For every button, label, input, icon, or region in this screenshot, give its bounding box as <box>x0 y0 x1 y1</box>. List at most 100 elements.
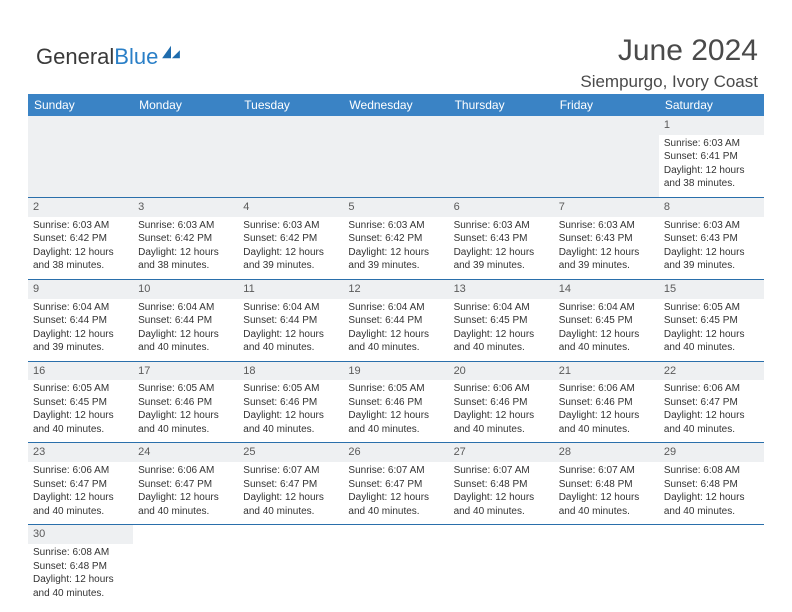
calendar-day-cell: 1Sunrise: 6:03 AMSunset: 6:41 PMDaylight… <box>659 116 764 197</box>
day-number: 15 <box>659 280 764 299</box>
calendar-day-cell: 5Sunrise: 6:03 AMSunset: 6:42 PMDaylight… <box>343 197 448 279</box>
calendar-day-cell: 6Sunrise: 6:03 AMSunset: 6:43 PMDaylight… <box>449 197 554 279</box>
day-info-line: Daylight: 12 hours <box>454 409 549 423</box>
day-info-line: and 40 minutes. <box>664 341 759 355</box>
day-info-line: and 39 minutes. <box>664 259 759 273</box>
calendar-blank-cell <box>554 525 659 606</box>
day-info-line: Sunrise: 6:04 AM <box>243 301 338 315</box>
day-info-line: Sunset: 6:44 PM <box>33 314 128 328</box>
day-info-line: Sunset: 6:47 PM <box>664 396 759 410</box>
calendar-day-cell: 9Sunrise: 6:04 AMSunset: 6:44 PMDaylight… <box>28 279 133 361</box>
calendar-blank-cell <box>133 116 238 197</box>
day-info-line: Sunrise: 6:06 AM <box>664 382 759 396</box>
calendar-day-cell: 20Sunrise: 6:06 AMSunset: 6:46 PMDayligh… <box>449 361 554 443</box>
day-info-line: Daylight: 12 hours <box>348 491 443 505</box>
calendar-day-cell: 23Sunrise: 6:06 AMSunset: 6:47 PMDayligh… <box>28 443 133 525</box>
day-info-line: Daylight: 12 hours <box>559 328 654 342</box>
calendar-day-cell: 11Sunrise: 6:04 AMSunset: 6:44 PMDayligh… <box>238 279 343 361</box>
day-number: 17 <box>133 362 238 381</box>
day-info-line: and 40 minutes. <box>348 505 443 519</box>
day-info-line: Sunrise: 6:05 AM <box>138 382 233 396</box>
day-info-line: Sunrise: 6:03 AM <box>559 219 654 233</box>
day-number: 22 <box>659 362 764 381</box>
day-info-line: and 40 minutes. <box>33 587 128 601</box>
day-number: 7 <box>554 198 659 217</box>
day-info-line: Sunset: 6:42 PM <box>348 232 443 246</box>
day-number: 10 <box>133 280 238 299</box>
day-info-line: Daylight: 12 hours <box>138 246 233 260</box>
calendar-blank-cell <box>28 116 133 197</box>
weekday-header: Thursday <box>449 94 554 116</box>
day-info-line: Sunset: 6:47 PM <box>138 478 233 492</box>
weekday-header: Tuesday <box>238 94 343 116</box>
calendar-day-cell: 10Sunrise: 6:04 AMSunset: 6:44 PMDayligh… <box>133 279 238 361</box>
day-info-line: Sunset: 6:48 PM <box>33 560 128 574</box>
day-info-line: Sunset: 6:46 PM <box>454 396 549 410</box>
day-info-line: and 39 minutes. <box>33 341 128 355</box>
calendar-blank-cell <box>343 116 448 197</box>
day-info-line: Sunset: 6:45 PM <box>33 396 128 410</box>
calendar-day-cell: 29Sunrise: 6:08 AMSunset: 6:48 PMDayligh… <box>659 443 764 525</box>
calendar-day-cell: 3Sunrise: 6:03 AMSunset: 6:42 PMDaylight… <box>133 197 238 279</box>
day-info-line: Sunrise: 6:05 AM <box>243 382 338 396</box>
day-info-line: Daylight: 12 hours <box>664 246 759 260</box>
day-info-line: Sunrise: 6:03 AM <box>33 219 128 233</box>
day-number: 18 <box>238 362 343 381</box>
month-title: June 2024 <box>580 34 758 68</box>
weekday-header: Friday <box>554 94 659 116</box>
calendar-day-cell: 16Sunrise: 6:05 AMSunset: 6:45 PMDayligh… <box>28 361 133 443</box>
day-info-line: and 40 minutes. <box>33 423 128 437</box>
day-info-line: Daylight: 12 hours <box>33 409 128 423</box>
day-info-line: and 40 minutes. <box>664 505 759 519</box>
day-info-line: Sunrise: 6:07 AM <box>348 464 443 478</box>
day-number: 12 <box>343 280 448 299</box>
day-info-line: Sunrise: 6:08 AM <box>33 546 128 560</box>
day-info-line: and 40 minutes. <box>138 423 233 437</box>
brand-text: GeneralBlue <box>36 44 158 70</box>
day-info-line: Daylight: 12 hours <box>559 491 654 505</box>
calendar-blank-cell <box>449 525 554 606</box>
day-info-line: Sunrise: 6:05 AM <box>664 301 759 315</box>
day-number: 3 <box>133 198 238 217</box>
day-info-line: Sunrise: 6:04 AM <box>348 301 443 315</box>
day-number: 5 <box>343 198 448 217</box>
day-info-line: and 40 minutes. <box>33 505 128 519</box>
day-info-line: and 40 minutes. <box>243 423 338 437</box>
day-info-line: and 40 minutes. <box>454 423 549 437</box>
calendar-day-cell: 21Sunrise: 6:06 AMSunset: 6:46 PMDayligh… <box>554 361 659 443</box>
calendar-day-cell: 18Sunrise: 6:05 AMSunset: 6:46 PMDayligh… <box>238 361 343 443</box>
day-info-line: Sunrise: 6:07 AM <box>454 464 549 478</box>
day-info-line: and 40 minutes. <box>559 505 654 519</box>
day-info-line: and 40 minutes. <box>454 505 549 519</box>
day-info-line: and 39 minutes. <box>454 259 549 273</box>
calendar-day-cell: 24Sunrise: 6:06 AMSunset: 6:47 PMDayligh… <box>133 443 238 525</box>
day-info-line: Sunrise: 6:03 AM <box>243 219 338 233</box>
day-info-line: Daylight: 12 hours <box>664 328 759 342</box>
day-info-line: Daylight: 12 hours <box>243 409 338 423</box>
day-info-line: Sunset: 6:43 PM <box>454 232 549 246</box>
calendar-day-cell: 15Sunrise: 6:05 AMSunset: 6:45 PMDayligh… <box>659 279 764 361</box>
day-info-line: and 40 minutes. <box>243 341 338 355</box>
weekday-header: Monday <box>133 94 238 116</box>
day-info-line: Daylight: 12 hours <box>138 491 233 505</box>
day-info-line: Sunrise: 6:03 AM <box>138 219 233 233</box>
day-info-line: and 39 minutes. <box>243 259 338 273</box>
day-info-line: Daylight: 12 hours <box>454 328 549 342</box>
day-info-line: Daylight: 12 hours <box>348 246 443 260</box>
day-number: 30 <box>28 525 133 544</box>
calendar-day-cell: 4Sunrise: 6:03 AMSunset: 6:42 PMDaylight… <box>238 197 343 279</box>
day-info-line: Sunset: 6:42 PM <box>33 232 128 246</box>
calendar-blank-cell <box>238 525 343 606</box>
day-info-line: Sunrise: 6:06 AM <box>138 464 233 478</box>
day-number: 21 <box>554 362 659 381</box>
day-info-line: Daylight: 12 hours <box>33 491 128 505</box>
day-info-line: and 40 minutes. <box>559 423 654 437</box>
calendar-blank-cell <box>554 116 659 197</box>
day-info-line: Sunrise: 6:03 AM <box>664 137 759 151</box>
day-info-line: Daylight: 12 hours <box>33 573 128 587</box>
calendar-day-cell: 17Sunrise: 6:05 AMSunset: 6:46 PMDayligh… <box>133 361 238 443</box>
day-info-line: Sunset: 6:41 PM <box>664 150 759 164</box>
calendar-day-cell: 13Sunrise: 6:04 AMSunset: 6:45 PMDayligh… <box>449 279 554 361</box>
calendar-day-cell: 30 Sunrise: 6:08 AMSunset: 6:48 PMDayligh… <box>28 525 133 606</box>
day-info-line: Sunrise: 6:04 AM <box>454 301 549 315</box>
